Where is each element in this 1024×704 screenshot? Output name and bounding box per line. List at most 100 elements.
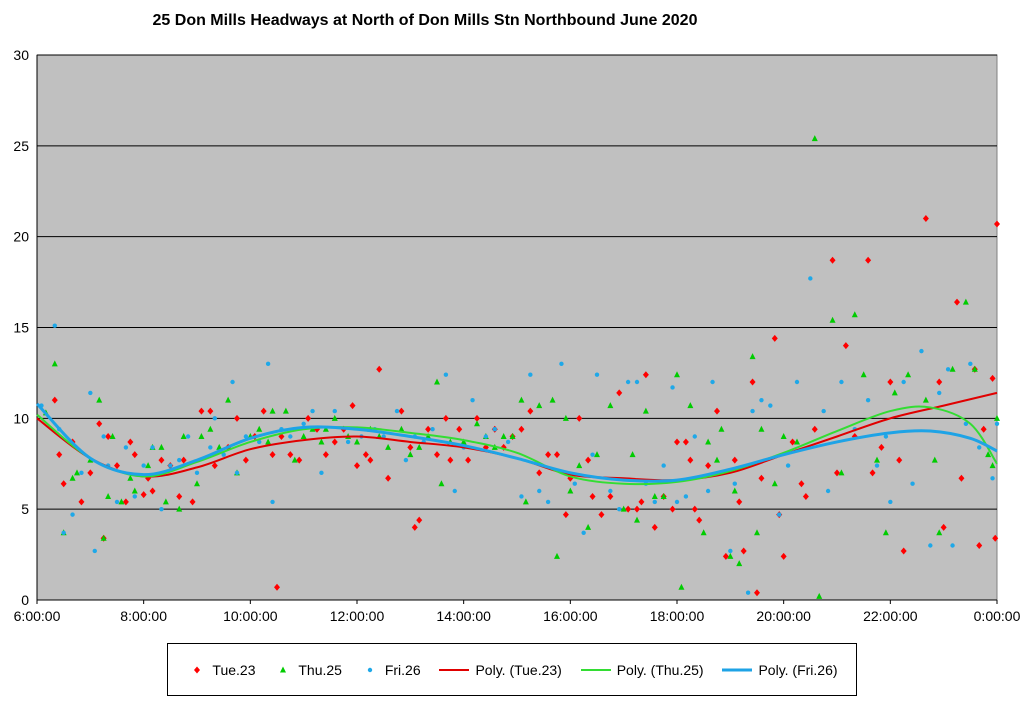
- data-point: [105, 492, 112, 499]
- data-point: [691, 505, 698, 513]
- data-point: [816, 592, 823, 599]
- data-point: [434, 451, 440, 459]
- data-point: [212, 416, 217, 421]
- data-point: [896, 456, 903, 464]
- x-tick-label: 16:00:00: [543, 608, 598, 624]
- data-point: [492, 427, 497, 432]
- data-point: [243, 434, 249, 439]
- data-point: [118, 498, 125, 505]
- chart-title: 25 Don Mills Headways at North of Don Mi…: [152, 12, 698, 29]
- data-point: [638, 498, 645, 506]
- data-point: [811, 425, 818, 433]
- data-point: [874, 456, 880, 463]
- x-tick-label: 14:00:00: [436, 608, 491, 624]
- data-point: [132, 494, 137, 499]
- x-tick-label: 6:00:00: [14, 608, 61, 624]
- data-point: [940, 523, 947, 531]
- legend: Tue.23 Thu.25 Fri.26 Poly. (Tue.23) Poly. (T…: [167, 643, 857, 696]
- data-point: [332, 408, 337, 414]
- data-point: [634, 516, 640, 523]
- x-tick-label: 20:00:00: [756, 608, 811, 624]
- data-point: [728, 548, 733, 554]
- data-point: [79, 470, 84, 476]
- data-point: [642, 371, 649, 379]
- data-point: [87, 469, 94, 477]
- data-point: [581, 530, 586, 535]
- data-point: [789, 438, 796, 446]
- data-point: [616, 389, 623, 397]
- data-point: [452, 488, 457, 494]
- data-point: [977, 445, 982, 450]
- x-tick-label: 8:00:00: [120, 608, 167, 624]
- data-point: [651, 523, 658, 531]
- data-point: [919, 348, 924, 354]
- data-point: [537, 488, 542, 494]
- legend-item: Poly. (Thu.25): [579, 662, 704, 678]
- data-point: [629, 451, 636, 458]
- data-point: [194, 470, 200, 476]
- data-point: [61, 530, 66, 535]
- data-point: [180, 433, 187, 439]
- data-point: [607, 492, 614, 500]
- data-point: [749, 378, 756, 386]
- data-point: [718, 425, 725, 432]
- data-point: [905, 371, 912, 378]
- data-point: [398, 407, 405, 415]
- data-point: [682, 438, 689, 446]
- data-point: [768, 403, 773, 408]
- data-point: [963, 421, 969, 426]
- data-point: [198, 433, 205, 439]
- legend-marker: [194, 666, 201, 673]
- data-point: [692, 434, 697, 439]
- data-point: [829, 256, 836, 264]
- data-point: [180, 456, 187, 464]
- data-point: [345, 439, 351, 445]
- data-point: [567, 487, 574, 494]
- data-point: [794, 438, 800, 445]
- data-point: [322, 451, 329, 459]
- data-point: [910, 481, 915, 486]
- data-point: [705, 462, 712, 470]
- data-point: [456, 425, 463, 433]
- data-point: [318, 438, 325, 445]
- data-point: [385, 443, 392, 450]
- legend-symbol: [280, 666, 287, 672]
- data-point: [785, 463, 791, 468]
- data-point: [518, 425, 525, 433]
- data-point: [922, 215, 929, 222]
- data-point: [52, 323, 57, 328]
- data-point: [608, 488, 613, 494]
- data-point: [96, 420, 103, 428]
- data-point: [860, 371, 867, 378]
- data-point: [594, 451, 600, 458]
- data-point: [522, 498, 529, 505]
- data-point: [687, 402, 694, 409]
- data-point: [620, 505, 627, 512]
- data-point: [990, 476, 995, 481]
- data-point: [123, 445, 129, 450]
- data-point: [225, 396, 232, 403]
- data-point: [208, 445, 213, 450]
- data-point: [562, 414, 569, 421]
- data-point: [674, 371, 680, 378]
- data-point: [260, 407, 267, 415]
- data-point: [105, 433, 112, 440]
- data-point: [674, 438, 680, 446]
- data-point: [900, 547, 907, 555]
- data-point: [265, 361, 271, 367]
- data-point: [159, 506, 164, 512]
- data-point: [839, 379, 844, 385]
- data-point: [865, 256, 872, 264]
- data-point: [740, 547, 747, 555]
- data-point: [901, 379, 906, 385]
- data-point: [869, 469, 876, 477]
- data-point: [474, 420, 480, 427]
- data-point: [652, 499, 657, 505]
- data-point: [483, 434, 489, 439]
- data-point: [158, 456, 165, 464]
- data-point: [122, 498, 129, 506]
- data-point: [269, 451, 276, 459]
- data-point: [207, 425, 214, 432]
- data-point: [536, 469, 543, 477]
- legend-item: Tue.23: [186, 662, 256, 678]
